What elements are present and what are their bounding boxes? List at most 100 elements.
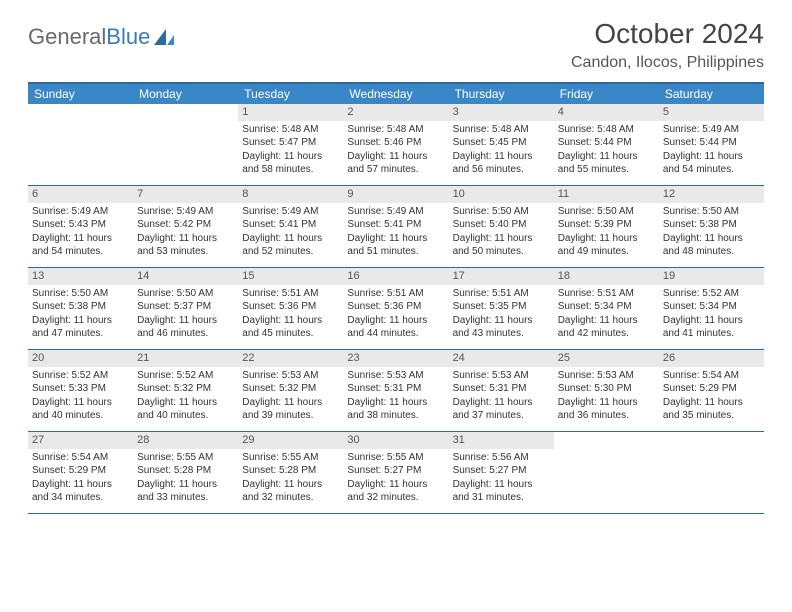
cell-line: Sunset: 5:29 PM bbox=[32, 464, 129, 478]
day-number: 19 bbox=[659, 268, 764, 285]
day-number: 17 bbox=[449, 268, 554, 285]
cell-line: Sunrise: 5:48 AM bbox=[558, 123, 655, 137]
cell-line: and 32 minutes. bbox=[242, 491, 339, 505]
sail-icon bbox=[152, 27, 176, 47]
cell-line: and 41 minutes. bbox=[663, 327, 760, 341]
calendar-cell: 1Sunrise: 5:48 AMSunset: 5:47 PMDaylight… bbox=[238, 104, 343, 186]
calendar-cell: 25Sunrise: 5:53 AMSunset: 5:30 PMDayligh… bbox=[554, 350, 659, 432]
cell-line: Daylight: 11 hours bbox=[663, 396, 760, 410]
cell-line: Sunrise: 5:51 AM bbox=[242, 287, 339, 301]
cell-line: and 56 minutes. bbox=[453, 163, 550, 177]
brand-logo: GeneralBlue bbox=[28, 18, 176, 50]
cell-line: Daylight: 11 hours bbox=[663, 232, 760, 246]
day-number: 16 bbox=[343, 268, 448, 285]
cell-text: Sunrise: 5:54 AMSunset: 5:29 PMDaylight:… bbox=[31, 451, 130, 505]
cell-line: Sunset: 5:27 PM bbox=[453, 464, 550, 478]
cell-line: Sunset: 5:28 PM bbox=[137, 464, 234, 478]
cell-text: Sunrise: 5:52 AMSunset: 5:33 PMDaylight:… bbox=[31, 369, 130, 423]
cell-text: Sunrise: 5:55 AMSunset: 5:28 PMDaylight:… bbox=[241, 451, 340, 505]
cell-text: Sunrise: 5:48 AMSunset: 5:46 PMDaylight:… bbox=[346, 123, 445, 177]
day-header: Sunday bbox=[28, 84, 133, 104]
cell-line: Sunrise: 5:50 AM bbox=[663, 205, 760, 219]
day-number: 28 bbox=[133, 432, 238, 449]
day-number: 31 bbox=[449, 432, 554, 449]
calendar-cell: 19Sunrise: 5:52 AMSunset: 5:34 PMDayligh… bbox=[659, 268, 764, 350]
day-number: 7 bbox=[133, 186, 238, 203]
cell-line: and 44 minutes. bbox=[347, 327, 444, 341]
cell-text: Sunrise: 5:55 AMSunset: 5:28 PMDaylight:… bbox=[136, 451, 235, 505]
cell-line: Sunset: 5:42 PM bbox=[137, 218, 234, 232]
day-number: 12 bbox=[659, 186, 764, 203]
cell-line: Daylight: 11 hours bbox=[347, 314, 444, 328]
calendar-cell bbox=[554, 432, 659, 514]
cell-line: Daylight: 11 hours bbox=[137, 478, 234, 492]
calendar-cell: 31 Sunrise: 5:56 AMSunset: 5:27 PMDayligh… bbox=[449, 432, 554, 514]
day-number: 26 bbox=[659, 350, 764, 367]
cell-line: and 38 minutes. bbox=[347, 409, 444, 423]
calendar-cell: 27Sunrise: 5:54 AMSunset: 5:29 PMDayligh… bbox=[28, 432, 133, 514]
brand-name-b: Blue bbox=[106, 24, 150, 49]
cell-line: Daylight: 11 hours bbox=[242, 150, 339, 164]
day-number: 8 bbox=[238, 186, 343, 203]
cell-line: Sunset: 5:33 PM bbox=[32, 382, 129, 396]
cell-line: Daylight: 11 hours bbox=[242, 396, 339, 410]
calendar-cell: 10Sunrise: 5:50 AMSunset: 5:40 PMDayligh… bbox=[449, 186, 554, 268]
day-header: Saturday bbox=[659, 84, 764, 104]
calendar-cell: 13Sunrise: 5:50 AMSunset: 5:38 PMDayligh… bbox=[28, 268, 133, 350]
cell-text: Sunrise: 5:49 AMSunset: 5:41 PMDaylight:… bbox=[346, 205, 445, 259]
brand-name-a: General bbox=[28, 24, 106, 49]
cell-text: Sunrise: 5:50 AMSunset: 5:39 PMDaylight:… bbox=[557, 205, 656, 259]
cell-line: Sunrise: 5:52 AM bbox=[32, 369, 129, 383]
cell-text: Sunrise: 5:48 AMSunset: 5:47 PMDaylight:… bbox=[241, 123, 340, 177]
cell-line: Sunset: 5:40 PM bbox=[453, 218, 550, 232]
cell-line: and 40 minutes. bbox=[137, 409, 234, 423]
calendar-cell: 8Sunrise: 5:49 AMSunset: 5:41 PMDaylight… bbox=[238, 186, 343, 268]
cell-line: Daylight: 11 hours bbox=[347, 232, 444, 246]
cell-text: Sunrise: 5:52 AMSunset: 5:32 PMDaylight:… bbox=[136, 369, 235, 423]
calendar-grid: SundayMondayTuesdayWednesdayThursdayFrid… bbox=[28, 82, 764, 514]
cell-text: Sunrise: 5:53 AMSunset: 5:31 PMDaylight:… bbox=[346, 369, 445, 423]
cell-line: and 51 minutes. bbox=[347, 245, 444, 259]
day-number: 13 bbox=[28, 268, 133, 285]
cell-line: Sunrise: 5:55 AM bbox=[242, 451, 339, 465]
day-number: 21 bbox=[133, 350, 238, 367]
cell-line: and 36 minutes. bbox=[558, 409, 655, 423]
cell-line: Sunrise: 5:50 AM bbox=[137, 287, 234, 301]
cell-line: Sunrise: 5:49 AM bbox=[32, 205, 129, 219]
cell-line: Daylight: 11 hours bbox=[32, 478, 129, 492]
cell-text: Sunrise: 5:51 AMSunset: 5:36 PMDaylight:… bbox=[346, 287, 445, 341]
cell-line: Daylight: 11 hours bbox=[347, 396, 444, 410]
cell-text: Sunrise: 5:56 AMSunset: 5:27 PMDaylight:… bbox=[452, 451, 551, 505]
calendar-cell: 12Sunrise: 5:50 AMSunset: 5:38 PMDayligh… bbox=[659, 186, 764, 268]
cell-line: and 54 minutes. bbox=[663, 163, 760, 177]
calendar-cell: 17Sunrise: 5:51 AMSunset: 5:35 PMDayligh… bbox=[449, 268, 554, 350]
day-number: 11 bbox=[554, 186, 659, 203]
cell-line: Sunset: 5:30 PM bbox=[558, 382, 655, 396]
day-number: 2 bbox=[343, 104, 448, 121]
calendar-cell: 5Sunrise: 5:49 AMSunset: 5:44 PMDaylight… bbox=[659, 104, 764, 186]
cell-text: Sunrise: 5:53 AMSunset: 5:32 PMDaylight:… bbox=[241, 369, 340, 423]
cell-line: Daylight: 11 hours bbox=[558, 396, 655, 410]
cell-line: Sunrise: 5:53 AM bbox=[242, 369, 339, 383]
calendar-cell: 11 Sunrise: 5:50 AMSunset: 5:39 PMDayligh… bbox=[554, 186, 659, 268]
day-number: 3 bbox=[449, 104, 554, 121]
cell-line: and 48 minutes. bbox=[663, 245, 760, 259]
cell-line: Daylight: 11 hours bbox=[663, 314, 760, 328]
cell-line: Daylight: 11 hours bbox=[453, 314, 550, 328]
cell-line: and 58 minutes. bbox=[242, 163, 339, 177]
day-number: 22 bbox=[238, 350, 343, 367]
header: GeneralBlue October 2024 Candon, Ilocos,… bbox=[28, 18, 764, 72]
cell-text: Sunrise: 5:54 AMSunset: 5:29 PMDaylight:… bbox=[662, 369, 761, 423]
calendar-cell: 26 Sunrise: 5:54 AMSunset: 5:29 PMDayligh… bbox=[659, 350, 764, 432]
cell-line: and 33 minutes. bbox=[137, 491, 234, 505]
calendar-cell: 6Sunrise: 5:49 AMSunset: 5:43 PMDaylight… bbox=[28, 186, 133, 268]
day-number: 18 bbox=[554, 268, 659, 285]
cell-line: and 49 minutes. bbox=[558, 245, 655, 259]
calendar-cell: 9Sunrise: 5:49 AMSunset: 5:41 PMDaylight… bbox=[343, 186, 448, 268]
calendar-cell bbox=[133, 104, 238, 186]
day-number: 15 bbox=[238, 268, 343, 285]
cell-line: Sunset: 5:36 PM bbox=[242, 300, 339, 314]
day-number: 30 bbox=[343, 432, 448, 449]
cell-line: Sunrise: 5:55 AM bbox=[347, 451, 444, 465]
day-number: 24 bbox=[449, 350, 554, 367]
